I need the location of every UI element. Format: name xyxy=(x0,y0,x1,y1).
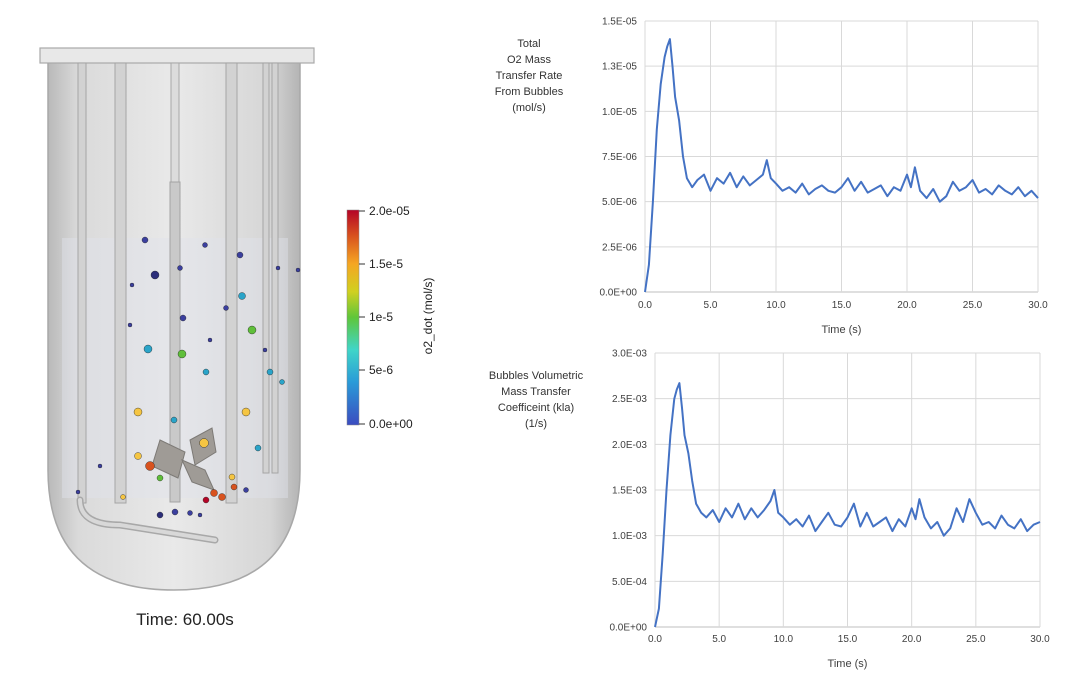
chart1-ylabel-line: O2 Mass xyxy=(506,54,551,66)
chart1-y-tick-label: 1.3E-05 xyxy=(602,62,637,73)
colorbar-tick-label: 2.0e-05 xyxy=(369,204,410,218)
chart2-x-tick-label: 5.0 xyxy=(712,634,726,645)
chart1-y-tick-label: 0.0E+00 xyxy=(599,288,637,299)
chart2-ylabel-line: Bubbles Volumetric xyxy=(488,370,584,382)
chart1-ylabel-line: (mol/s) xyxy=(512,102,546,114)
chart1-x-tick-label: 0.0 xyxy=(638,300,652,311)
chart2-y-tick-label: 0.0E+00 xyxy=(609,623,647,634)
chart2-x-tick-label: 25.0 xyxy=(966,634,986,645)
chart2-y-tick-label: 5.0E-04 xyxy=(612,577,647,588)
chart1-ylabel-line: From Bubbles xyxy=(494,86,564,98)
chart2-ylabel: Bubbles Volumetric Mass Transfer Coeffic… xyxy=(482,368,590,432)
reactor-simulation-render: 2.0e-05 1.5e-5 1e-5 5e-6 0.0e+00 o2_dot … xyxy=(39,47,435,591)
chart2-x-tick-label: 20.0 xyxy=(902,634,922,645)
chart2-y-tick-label: 1.5E-03 xyxy=(612,486,647,497)
colorbar-tick-label: 1e-5 xyxy=(369,310,393,324)
chart1-y-tick-label: 7.5E-06 xyxy=(602,152,637,163)
chart2-y-tick-label: 2.5E-03 xyxy=(612,394,647,405)
chart1-series-line xyxy=(644,38,1039,293)
simulation-time-label: Time: 60.00s xyxy=(136,610,234,629)
chart2-x-axis-title: Time (s) xyxy=(828,658,868,670)
chart1-x-tick-label: 10.0 xyxy=(766,300,786,311)
chart1-y-tick-label: 1.5E-05 xyxy=(602,17,637,28)
chart2-series-line xyxy=(654,382,1041,628)
chart1-ylabel-line: Transfer Rate xyxy=(495,70,563,82)
chart1-x-tick-label: 25.0 xyxy=(963,300,983,311)
chart1-x-tick-label: 5.0 xyxy=(704,300,718,311)
chart1-ylabel-line: Total xyxy=(517,38,541,50)
chart1-y-tick-label: 5.0E-06 xyxy=(602,197,637,208)
chart1-x-axis-title: Time (s) xyxy=(822,324,862,336)
colorbar-tick-label: 1.5e-5 xyxy=(369,257,403,271)
colorbar-ticks xyxy=(359,210,365,425)
chart2-x-tick-label: 0.0 xyxy=(648,634,662,645)
chart1-y-tick-label: 1.0E-05 xyxy=(602,107,637,118)
colorbar-title: o2_dot (mol/s) xyxy=(421,278,435,355)
chart2-x-tick-label: 15.0 xyxy=(838,634,858,645)
bubbles xyxy=(75,236,301,519)
chart2-y-tick-label: 1.0E-03 xyxy=(612,531,647,542)
chart2-y-tick-label: 2.0E-03 xyxy=(612,440,647,451)
chart1-y-tick-label: 2.5E-06 xyxy=(602,242,637,253)
chart2-ylabel-line: Coefficeint (kla) xyxy=(497,402,575,414)
chart2-ylabel-line: (1/s) xyxy=(525,418,547,430)
chart1-ylabel: Total O2 Mass Transfer Rate From Bubbles… xyxy=(490,36,568,116)
chart1-x-tick-label: 30.0 xyxy=(1028,300,1048,311)
chart2-x-tick-label: 30.0 xyxy=(1030,634,1050,645)
colorbar-tick-label: 0.0e+00 xyxy=(369,417,413,431)
colorbar-tick-label: 5e-6 xyxy=(369,363,393,377)
chart1-x-tick-label: 15.0 xyxy=(832,300,852,311)
chart1-x-tick-label: 20.0 xyxy=(897,300,917,311)
chart2-y-tick-label: 3.0E-03 xyxy=(612,349,647,360)
chart2-ylabel-line: Mass Transfer xyxy=(501,386,571,398)
chart2-x-tick-label: 10.0 xyxy=(774,634,794,645)
